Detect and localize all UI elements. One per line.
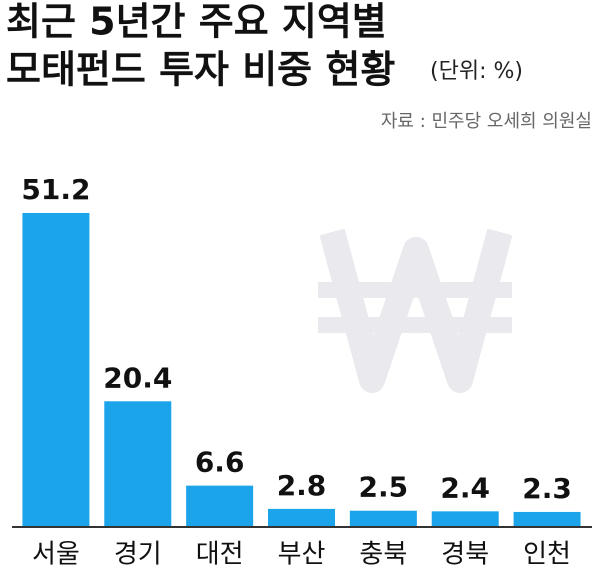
bar [22, 213, 90, 526]
value-label: 20.4 [103, 361, 172, 394]
x-tick-label: 인천 [523, 540, 571, 570]
value-label: 2.4 [440, 471, 490, 504]
bar [268, 508, 335, 526]
bar [104, 401, 172, 526]
value-label: 6.6 [195, 446, 245, 479]
x-tick-label: 경북 [441, 540, 489, 570]
bar [349, 510, 417, 526]
value-label: 2.3 [522, 472, 572, 505]
unit-label: (단위: %) [430, 59, 523, 84]
x-tick-label: 경기 [114, 540, 162, 570]
value-label: 2.5 [359, 471, 409, 504]
chart-title: 최근 5년간 주요 지역별 [6, 0, 387, 44]
bar [513, 511, 581, 526]
x-tick-label: 충북 [359, 540, 407, 570]
value-label: 51.2 [21, 173, 90, 206]
chart-title: 모태펀드 투자 비중 현황 [6, 48, 395, 92]
watermark [318, 228, 513, 393]
bar [431, 511, 499, 526]
x-tick-label: 서울 [32, 540, 80, 570]
x-tick-label: 대전 [196, 540, 244, 570]
source: 자료 : 민주당 오세희 의원실 [381, 111, 592, 132]
bar [186, 485, 254, 526]
value-label: 2.8 [277, 469, 327, 502]
x-tick-label: 부산 [278, 540, 326, 570]
